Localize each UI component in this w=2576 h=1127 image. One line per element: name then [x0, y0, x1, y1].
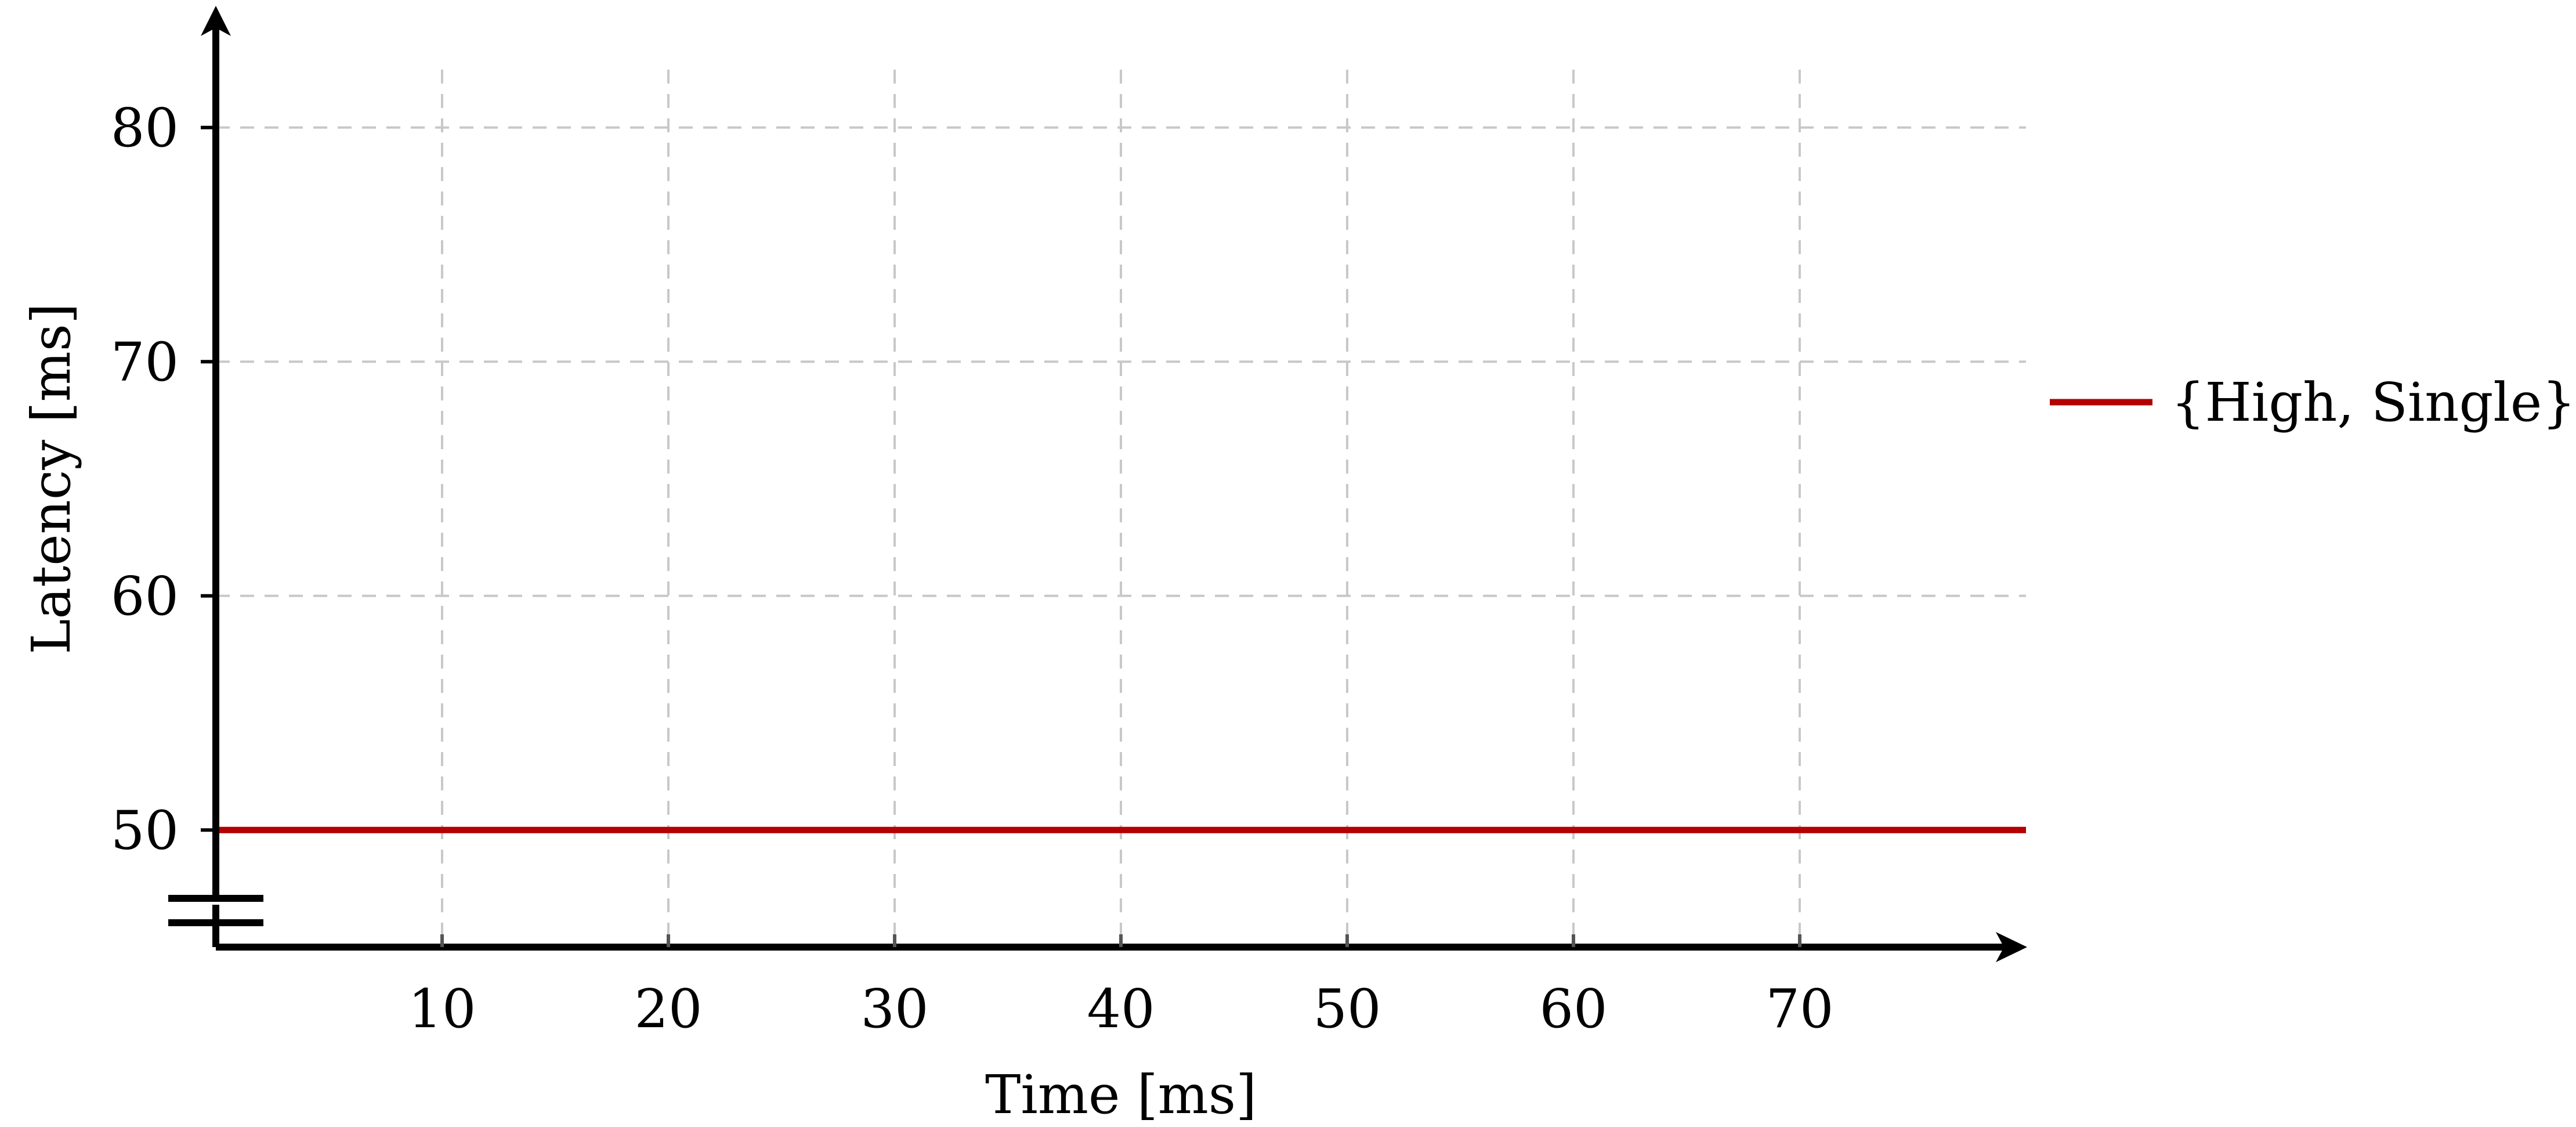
x-tick-label: 70 [1765, 978, 1833, 1040]
x-tick-label: 10 [408, 978, 476, 1040]
axis-layer [164, 6, 2027, 962]
label-layer: Time [ms] Latency [ms] 10 20 30 40 50 60 70 50 6… [20, 97, 1834, 1126]
x-tick-label: 30 [860, 978, 928, 1040]
legend-label: {High, Single} [2171, 371, 2576, 434]
x-tick-label: 40 [1087, 978, 1155, 1040]
y-axis-arrow-icon [201, 6, 231, 36]
y-tick-label: 60 [111, 565, 179, 627]
x-axis-arrow-icon [1996, 932, 2027, 962]
x-tick-label: 50 [1313, 978, 1381, 1040]
y-tick-label: 70 [111, 331, 179, 393]
x-tick-label: 20 [634, 978, 702, 1040]
y-tick-label: 80 [111, 97, 179, 159]
x-axis-title: Time [ms] [985, 1064, 1257, 1126]
legend: {High, Single} [2050, 371, 2576, 434]
grid-layer [216, 70, 2026, 947]
x-tick-label: 60 [1539, 978, 1607, 1040]
y-axis-title: Latency [ms] [20, 303, 82, 655]
y-tick-label: 50 [111, 799, 179, 861]
